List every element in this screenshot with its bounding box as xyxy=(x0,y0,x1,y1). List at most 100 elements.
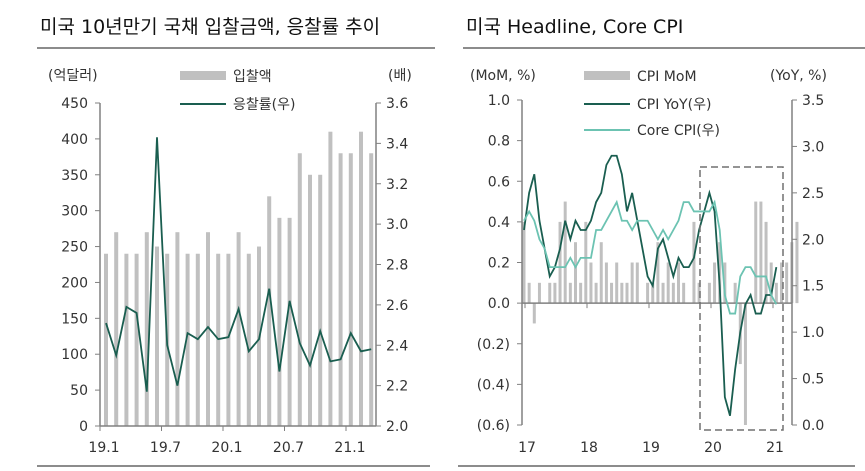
bar xyxy=(308,174,312,426)
bottom-divider xyxy=(458,465,855,467)
x-tick-label: 19.1 xyxy=(88,440,119,456)
bar xyxy=(759,201,763,304)
bar xyxy=(206,232,210,426)
bar xyxy=(114,232,119,426)
line-series-dark xyxy=(105,137,372,392)
left-tick-label: 350 xyxy=(61,168,88,184)
bar xyxy=(579,282,583,304)
legend-bar-swatch xyxy=(180,71,226,80)
bar xyxy=(532,303,536,324)
bar xyxy=(548,282,552,304)
legend-bar-swatch xyxy=(584,71,630,80)
bar xyxy=(713,262,717,304)
bar xyxy=(764,221,768,304)
left-tick-label: 100 xyxy=(61,347,88,363)
right-tick-label: 1.0 xyxy=(802,325,824,341)
line-series-light xyxy=(523,199,778,315)
right-axis-title: (YoY, %) xyxy=(770,68,827,84)
x-tick-label: 20 xyxy=(704,440,722,456)
bar xyxy=(568,282,572,304)
bar xyxy=(743,303,747,425)
bar xyxy=(348,153,353,426)
bar xyxy=(661,282,665,304)
left-tick-label: 0.2 xyxy=(488,256,510,272)
bar xyxy=(124,253,129,426)
bar xyxy=(620,282,624,304)
right-tick-label: 3.5 xyxy=(802,93,824,109)
bar xyxy=(718,242,722,304)
bar xyxy=(297,153,302,426)
left-axis-title: (억달러) xyxy=(48,68,98,84)
bar xyxy=(359,131,363,426)
bar xyxy=(267,196,272,426)
bar xyxy=(553,282,557,304)
left-tick-label: (0.2) xyxy=(477,337,510,353)
bar xyxy=(185,253,190,426)
bar xyxy=(369,153,374,426)
legend-label: CPI MoM xyxy=(637,69,697,85)
right-tick-label: 0.0 xyxy=(802,418,824,434)
x-tick-label: 20.7 xyxy=(273,440,304,456)
bar xyxy=(558,221,562,304)
left-tick-label: (0.6) xyxy=(477,418,510,434)
right-tick-label: 3.2 xyxy=(386,177,408,193)
bar xyxy=(630,262,634,304)
line-series-dark xyxy=(523,154,778,416)
bar xyxy=(144,232,149,426)
left-tick-label: 1.0 xyxy=(488,93,510,109)
legend-label: CPI YoY(우) xyxy=(637,97,711,113)
bar xyxy=(584,221,588,304)
right-tick-label: 2.5 xyxy=(802,186,824,202)
x-tick-label: 21 xyxy=(766,440,784,456)
right-tick-label: 3.4 xyxy=(386,136,408,152)
title-divider xyxy=(37,47,435,49)
x-tick-label: 17 xyxy=(518,440,536,456)
right-tick-label: 2.4 xyxy=(386,338,408,354)
highlight-box xyxy=(699,166,784,431)
left-tick-label: 400 xyxy=(61,132,88,148)
bar xyxy=(338,153,343,426)
legend-label: 입찰액 xyxy=(233,69,272,85)
bar xyxy=(599,242,603,304)
right-tick-label: 3.0 xyxy=(386,217,408,233)
bar xyxy=(155,246,159,426)
bar xyxy=(723,262,727,304)
bar xyxy=(594,282,598,304)
bar xyxy=(754,201,758,304)
bar xyxy=(277,217,282,426)
right-tick-label: 2.2 xyxy=(386,379,408,395)
x-tick-label: 21.1 xyxy=(334,440,365,456)
x-tick-label: 19.7 xyxy=(150,440,181,456)
bar xyxy=(615,262,619,304)
bar xyxy=(522,221,526,304)
bar xyxy=(697,282,701,304)
bar xyxy=(527,282,531,304)
right-tick-label: 0.5 xyxy=(802,372,824,388)
bar xyxy=(769,262,773,304)
bar xyxy=(537,282,541,304)
right-tick-label: 2.0 xyxy=(386,419,408,435)
bar xyxy=(604,262,608,304)
left-tick-label: 150 xyxy=(61,311,88,327)
bar xyxy=(328,131,333,426)
bar xyxy=(682,282,686,304)
title-divider xyxy=(463,47,865,49)
bar xyxy=(226,253,231,426)
left-tick-label: 0.0 xyxy=(488,296,510,312)
bar xyxy=(671,282,675,304)
bar xyxy=(733,282,737,304)
left-tick-label: 0.4 xyxy=(488,215,510,231)
x-tick-label: 20.1 xyxy=(211,440,242,456)
bar xyxy=(707,282,711,304)
bar xyxy=(646,282,650,304)
right-tick-label: 1.5 xyxy=(802,279,824,295)
right-axis-title: (배) xyxy=(388,68,412,84)
legend-label: Core CPI(우) xyxy=(637,123,720,139)
bar xyxy=(785,262,789,304)
right-tick-label: 3.0 xyxy=(802,139,824,155)
bar xyxy=(574,242,577,304)
left-tick-label: 0 xyxy=(79,419,88,435)
left-tick-label: 250 xyxy=(61,240,88,256)
right-tick-label: 3.6 xyxy=(386,96,408,112)
